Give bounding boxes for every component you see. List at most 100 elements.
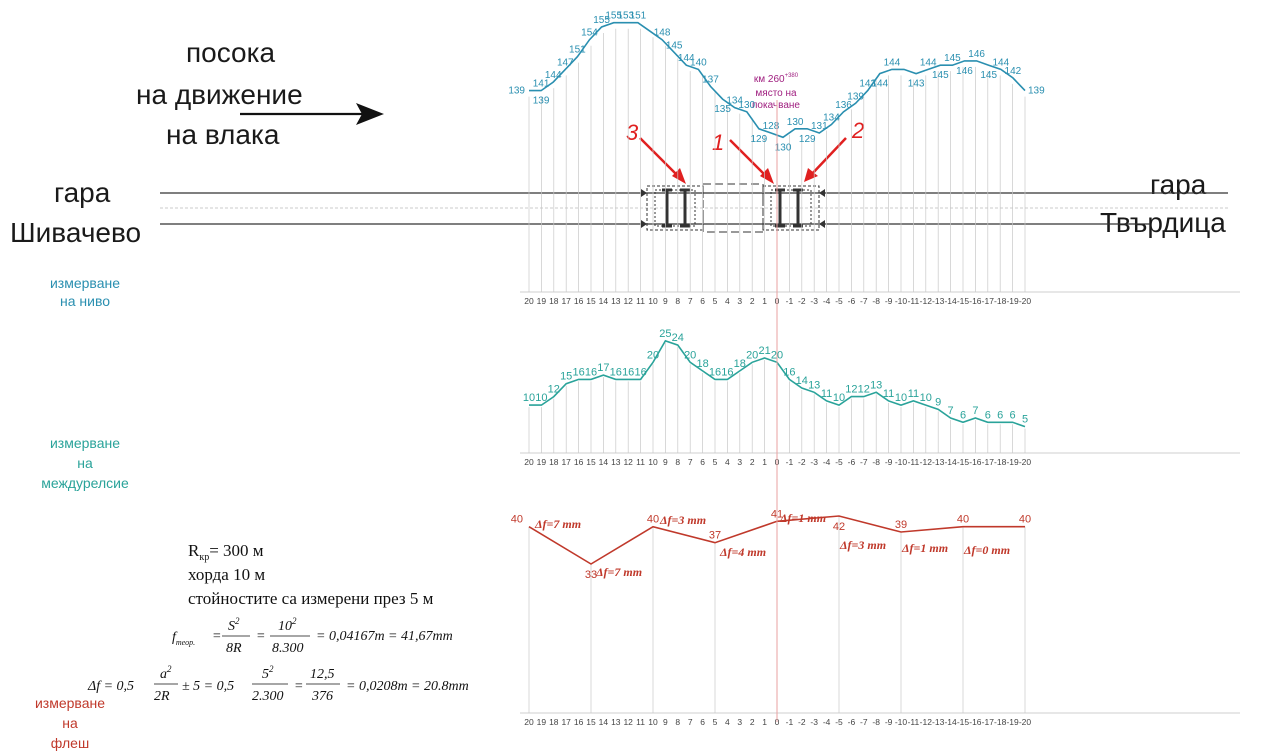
x-tick-label: 1 <box>762 457 767 467</box>
level-data-label: 139 <box>847 91 864 102</box>
flesh-data-label: 42 <box>833 521 845 533</box>
x-tick-label: -18 <box>994 717 1007 727</box>
level-data-label: 143 <box>908 79 925 90</box>
flesh-delta-label: Δf=0 mm <box>963 543 1010 557</box>
x-tick-label: -10 <box>895 717 908 727</box>
x-tick-label: -13 <box>932 717 945 727</box>
x-tick-label: 12 <box>623 717 633 727</box>
x-tick-label: 14 <box>599 717 609 727</box>
x-tick-label: -18 <box>994 296 1007 306</box>
flesh-data-label: 40 <box>511 514 523 526</box>
flesh-label-line2: на <box>62 715 78 731</box>
level-data-label: 148 <box>654 28 671 39</box>
flesh-delta-label: Δf=7 mm <box>534 517 581 531</box>
level-data-label: 151 <box>569 45 586 56</box>
x-tick-label: 19 <box>537 717 547 727</box>
gauge-label-line3: междурелсие <box>41 475 129 491</box>
annotation-line1: място на <box>755 88 797 99</box>
x-tick-label: -8 <box>872 457 880 467</box>
x-tick-label: 8 <box>675 717 680 727</box>
flesh-delta-label: Δf=7 mm <box>595 565 642 579</box>
x-tick-label: 13 <box>611 457 621 467</box>
gauge-data-label: 7 <box>948 405 954 417</box>
formula-block: Rкр= 300 м хорда 10 м стойностите са изм… <box>87 541 469 704</box>
level-data-label: 143 <box>859 79 876 90</box>
flesh-chart: 20191817161514131211109876543210-1-2-3-4… <box>511 508 1240 727</box>
station-left-line2: Шивачево <box>10 217 141 248</box>
gauge-data-label: 20 <box>684 349 696 361</box>
x-tick-label: -16 <box>969 717 982 727</box>
x-tick-label: -15 <box>957 717 970 727</box>
level-data-label: 155 <box>605 11 622 22</box>
flesh-delta-label: Δf=3 mm <box>839 538 886 552</box>
marker-arrows: 3 1 2 <box>626 118 864 184</box>
df-num2: 5 <box>262 667 269 682</box>
level-data-label: 145 <box>944 53 961 64</box>
gauge-data-label: 10 <box>833 392 845 404</box>
level-data-label: 144 <box>992 57 1009 68</box>
svg-text:Rкр= 300 м: Rкр= 300 м <box>188 541 264 563</box>
x-tick-label: -9 <box>885 457 893 467</box>
marker-3-label: 3 <box>626 120 639 145</box>
x-tick-label: -5 <box>835 717 843 727</box>
f-eq2-num: 10 <box>278 619 292 634</box>
x-tick-label: -18 <box>994 457 1007 467</box>
gauge-data-label: 12 <box>845 384 857 396</box>
flesh-data-label: 37 <box>709 530 721 542</box>
x-tick-label: -16 <box>969 457 982 467</box>
level-data-label: 144 <box>884 57 901 68</box>
x-tick-label: 6 <box>700 296 705 306</box>
level-data-label: 130 <box>775 142 792 153</box>
x-tick-label: 2 <box>750 296 755 306</box>
gauge-label-line2: на <box>77 455 93 471</box>
annotation-km: км 260 <box>754 74 785 85</box>
x-tick-label: -8 <box>872 296 880 306</box>
df-den3: 376 <box>311 689 333 704</box>
track-rails <box>160 192 1228 225</box>
level-data-label: 135 <box>714 104 731 115</box>
x-tick-label: -17 <box>982 457 995 467</box>
x-tick-label: 16 <box>574 717 584 727</box>
gauge-data-label: 6 <box>960 409 966 421</box>
svg-text:fтеор.: fтеор. <box>172 630 195 647</box>
df-den1: 2R <box>154 689 170 704</box>
gauge-data-label: 11 <box>883 388 894 400</box>
x-tick-label: -14 <box>944 296 957 306</box>
x-tick-label: 13 <box>611 296 621 306</box>
f-theor-symbol: f <box>172 630 178 645</box>
flesh-delta-label: Δf=3 mm <box>659 513 706 527</box>
level-data-label: 134 <box>726 96 743 107</box>
x-tick-label: -13 <box>932 296 945 306</box>
gauge-data-label: 20 <box>746 349 758 361</box>
level-label-line2: на ниво <box>60 293 110 309</box>
level-data-label: 145 <box>666 40 683 51</box>
x-tick-label: 8 <box>675 457 680 467</box>
x-tick-label: -10 <box>895 296 908 306</box>
gauge-data-label: 18 <box>734 358 746 370</box>
level-data-label: 144 <box>920 57 937 68</box>
level-data-label: 145 <box>980 70 997 81</box>
flesh-data-label: 40 <box>647 514 659 526</box>
x-tick-label: 7 <box>688 457 693 467</box>
level-data-label: 144 <box>678 53 695 64</box>
gauge-data-label: 10 <box>535 392 547 404</box>
x-tick-label: -20 <box>1019 296 1032 306</box>
x-tick-label: 19 <box>537 457 547 467</box>
x-tick-label: 10 <box>648 457 658 467</box>
x-tick-label: -11 <box>908 457 920 467</box>
arrow-head-icon <box>760 168 774 184</box>
x-tick-label: -4 <box>823 296 831 306</box>
x-tick-label: -19 <box>1006 717 1019 727</box>
level-data-label: 128 <box>763 121 780 132</box>
x-tick-label: 15 <box>586 457 596 467</box>
direction-line2: на движение <box>136 79 303 110</box>
x-tick-label: -12 <box>920 296 933 306</box>
level-data-label: 140 <box>690 57 707 68</box>
gauge-data-label: 16 <box>622 366 634 378</box>
x-tick-label: 4 <box>725 296 730 306</box>
x-tick-label: 11 <box>636 717 645 727</box>
gauge-data-label: 6 <box>985 409 991 421</box>
x-tick-label: -7 <box>860 457 868 467</box>
flesh-data-label: 40 <box>1019 514 1031 526</box>
